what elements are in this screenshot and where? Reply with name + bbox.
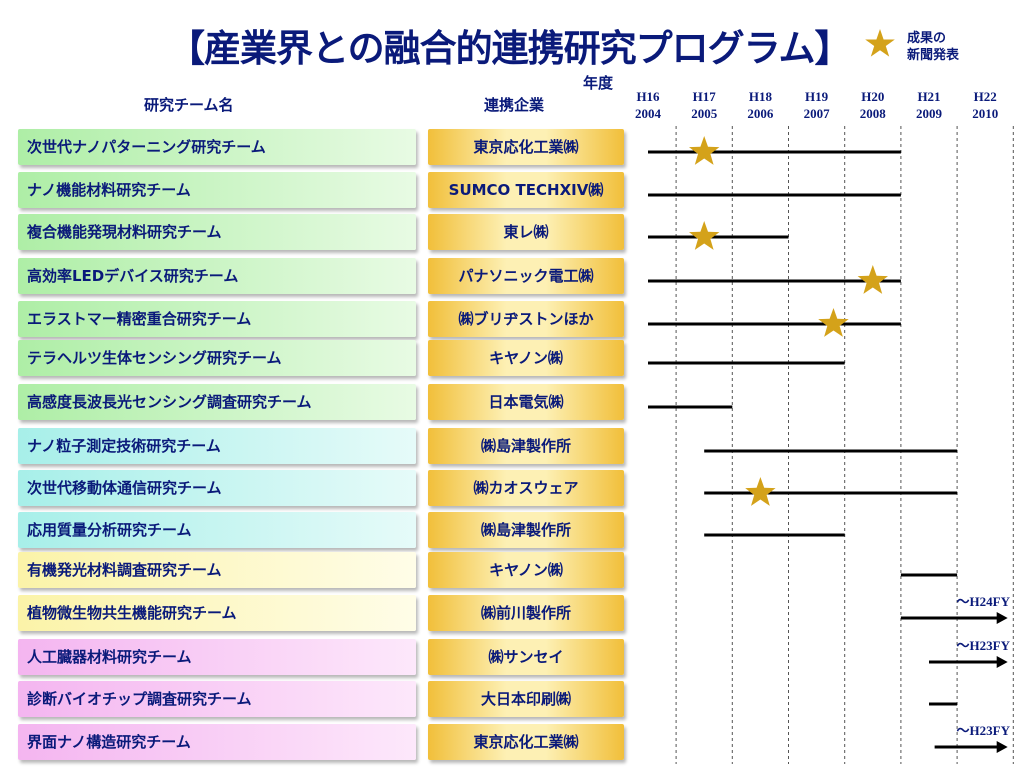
year-label: H19 2007 <box>792 88 842 122</box>
company-name: 東京応化工業㈱ <box>428 724 624 760</box>
continuation-note: ～H24FY <box>957 594 1011 609</box>
column-header-company: 連携企業 <box>484 96 545 114</box>
company-name: ㈱サンセイ <box>428 639 624 675</box>
year-label: H16 2004 <box>623 88 673 122</box>
year-ad: 2007 <box>803 106 830 121</box>
continuation-note: ～H23FY <box>957 723 1011 738</box>
year-era: H20 <box>861 89 885 104</box>
year-label: H20 2008 <box>848 88 898 122</box>
press-release-star-icon <box>689 221 720 250</box>
legend-label: 成果の 新聞発表 <box>907 30 959 64</box>
press-release-star-icon <box>857 265 888 294</box>
continuation-arrow-icon <box>996 656 1008 668</box>
year-era: H16 <box>636 89 660 104</box>
team-name: 界面ナノ構造研究チーム <box>18 724 416 760</box>
company-name: 日本電気㈱ <box>428 384 624 420</box>
page-title: 【産業界との融合的連携研究プログラム】 <box>168 27 852 70</box>
team-name: 複合機能発現材料研究チーム <box>18 214 416 250</box>
year-label: H18 2006 <box>735 88 785 122</box>
column-header-team: 研究チーム名 <box>144 96 234 114</box>
team-name: 高効率LEDデバイス研究チーム <box>18 258 416 294</box>
team-name: 人工臓器材料研究チーム <box>18 639 416 675</box>
year-era: H17 <box>692 89 716 104</box>
year-ad: 2006 <box>747 106 774 121</box>
company-name: 大日本印刷㈱ <box>428 681 624 717</box>
year-era: H19 <box>805 89 829 104</box>
team-name: 高感度長波長光センシング調査研究チーム <box>18 384 416 420</box>
company-name: 東京応化工業㈱ <box>428 129 624 165</box>
team-name: テラヘルツ生体センシング研究チーム <box>18 340 416 376</box>
year-label: H21 2009 <box>904 88 954 122</box>
team-name: ナノ機能材料研究チーム <box>18 172 416 208</box>
press-release-star-icon <box>818 308 849 337</box>
company-name: ㈱ブリヂストンほか <box>428 301 624 337</box>
continuation-arrow-icon <box>996 741 1008 753</box>
team-name: 診断バイオチップ調査研究チーム <box>18 681 416 717</box>
team-name: 次世代移動体通信研究チーム <box>18 470 416 506</box>
team-name: エラストマー精密重合研究チーム <box>18 301 416 337</box>
year-label: H17 2005 <box>679 88 729 122</box>
year-era: H22 <box>973 89 997 104</box>
press-release-star-icon <box>689 136 720 165</box>
company-name: SUMCO TECHXIV㈱ <box>428 172 624 208</box>
year-era: H21 <box>917 89 941 104</box>
team-name: 次世代ナノパターニング研究チーム <box>18 129 416 165</box>
legend-label-line2: 新聞発表 <box>907 48 960 63</box>
company-name: ㈱前川製作所 <box>428 595 624 631</box>
team-name: ナノ粒子測定技術研究チーム <box>18 428 416 464</box>
year-ad: 2004 <box>635 106 661 121</box>
company-name: キヤノン㈱ <box>428 552 624 588</box>
team-name: 有機発光材料調査研究チーム <box>18 552 416 588</box>
legend-label-line1: 成果の <box>907 31 947 46</box>
year-era: H18 <box>748 89 772 104</box>
company-name: 東レ㈱ <box>428 214 624 250</box>
continuation-arrow-icon <box>996 612 1008 624</box>
legend-star-icon <box>865 29 895 57</box>
company-name: パナソニック電工㈱ <box>428 258 624 294</box>
year-ad: 2005 <box>691 106 718 121</box>
team-name: 植物微生物共生機能研究チーム <box>18 595 416 631</box>
company-name: キヤノン㈱ <box>428 340 624 376</box>
company-name: ㈱島津製作所 <box>428 512 624 548</box>
year-caption: 年度 <box>583 74 614 92</box>
year-ad: 2010 <box>972 106 999 121</box>
company-name: ㈱カオスウェア <box>428 470 624 506</box>
year-ad: 2009 <box>916 106 942 121</box>
company-name: ㈱島津製作所 <box>428 428 624 464</box>
continuation-note: ～H23FY <box>957 638 1011 653</box>
press-release-star-icon <box>745 477 776 506</box>
team-name: 応用質量分析研究チーム <box>18 512 416 548</box>
year-label: H22 2010 <box>960 88 1010 122</box>
year-ad: 2008 <box>859 106 886 121</box>
